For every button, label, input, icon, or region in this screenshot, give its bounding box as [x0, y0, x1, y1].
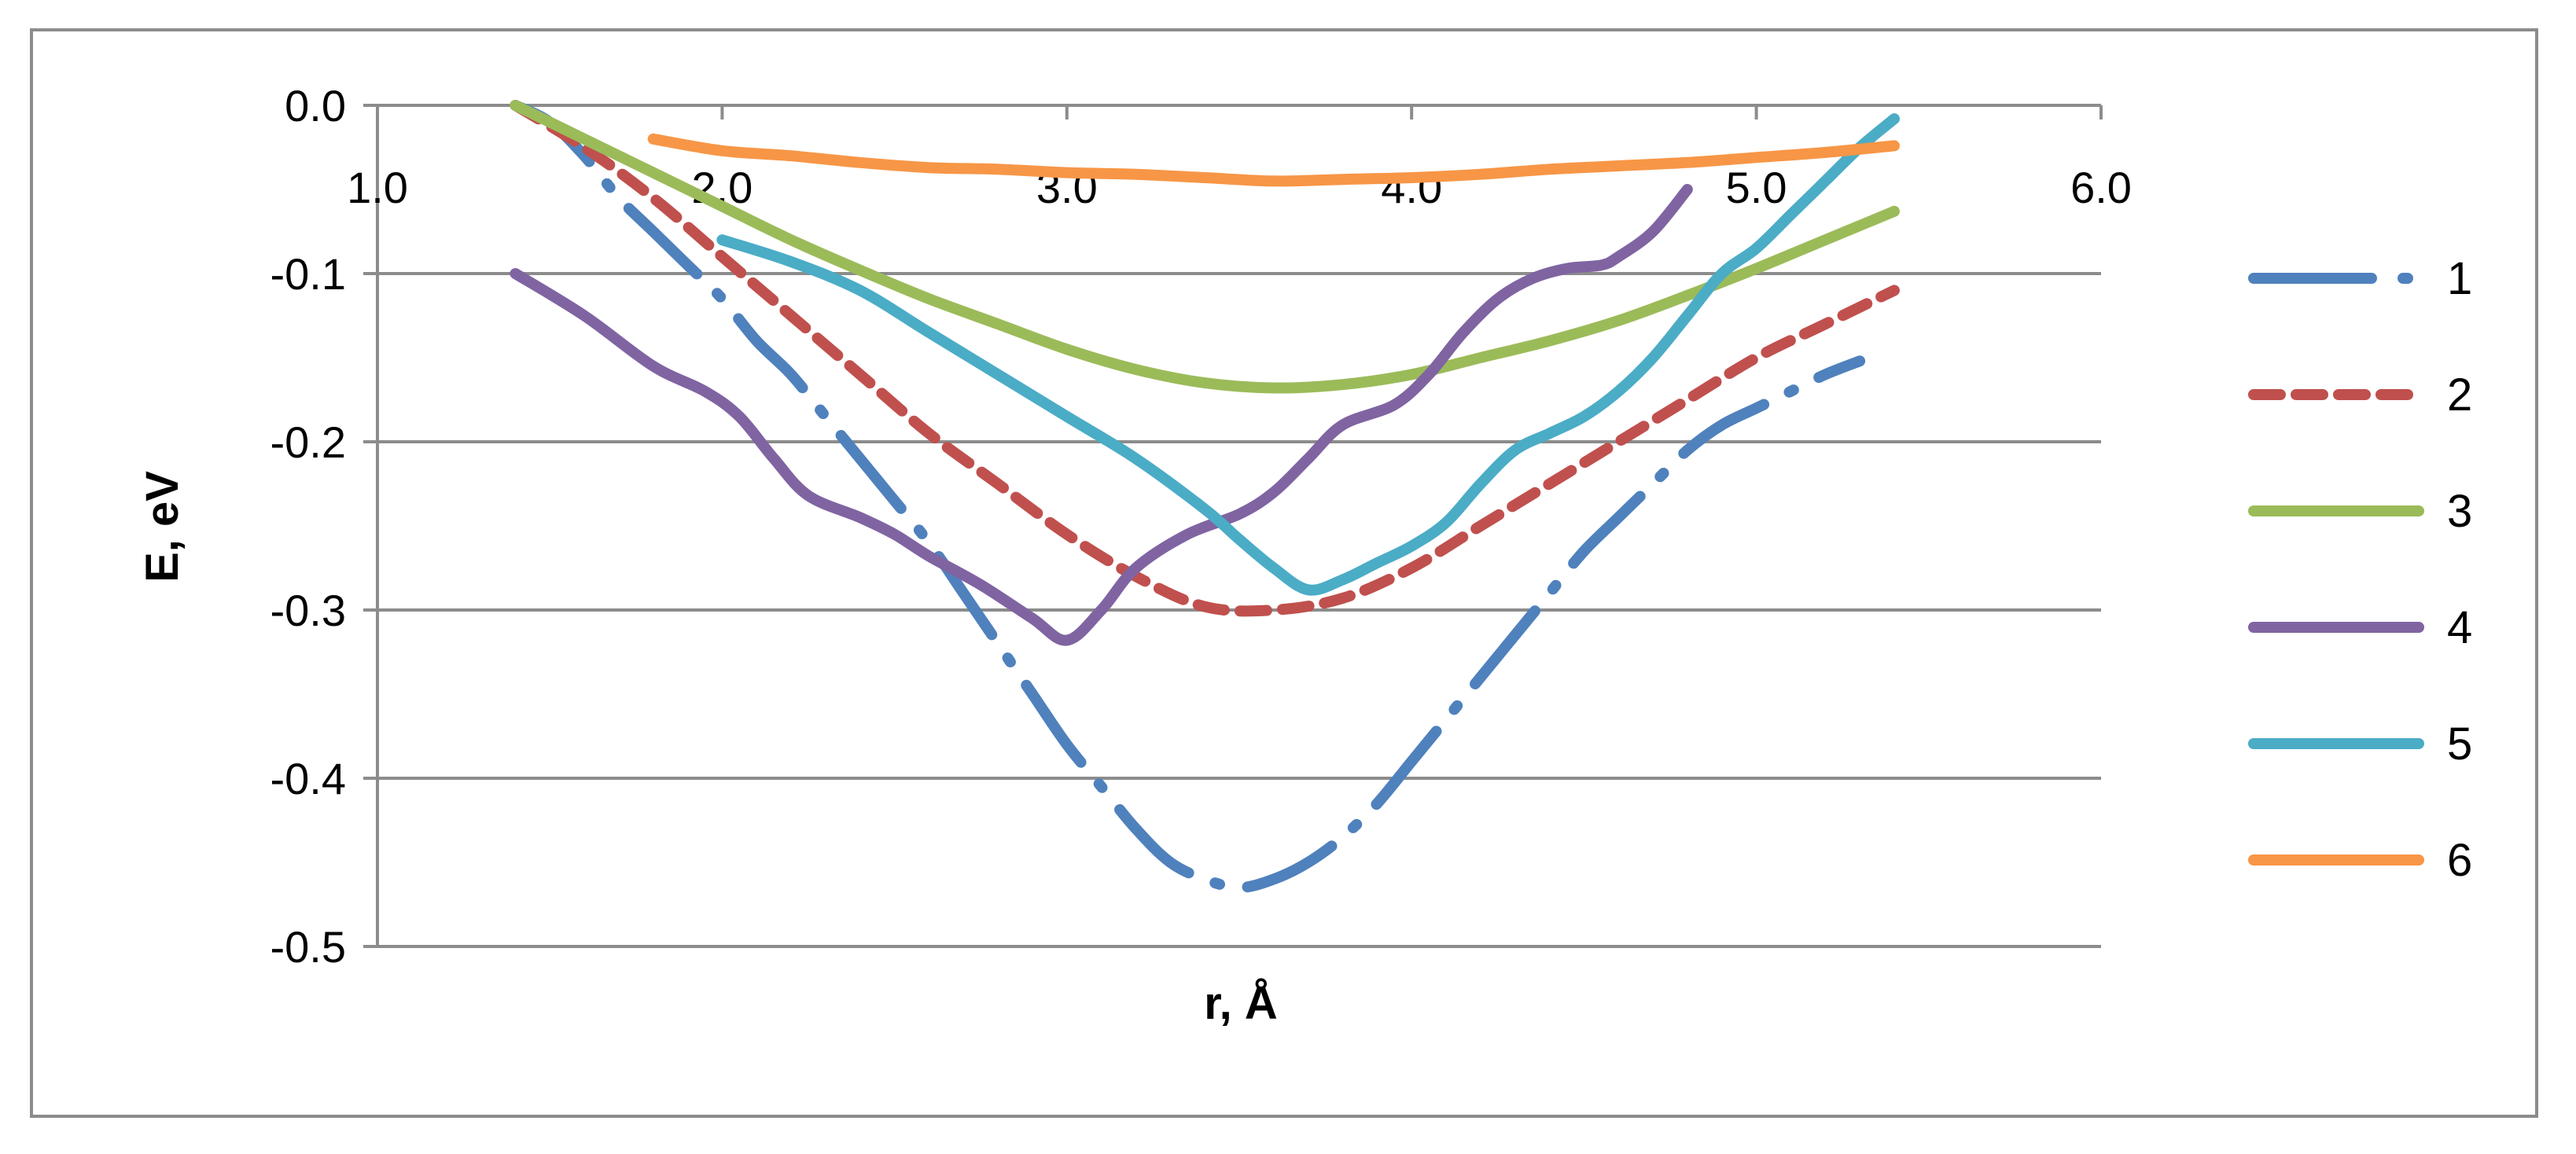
legend: 1 2 3 4 5 6 [2248, 253, 2472, 886]
series-line-3 [510, 100, 1900, 394]
legend-item-6: 6 [2248, 835, 2472, 886]
series-line-1 [510, 100, 1866, 894]
ytick-label-1: -0.1 [270, 249, 347, 299]
gridlines [363, 104, 2103, 948]
legend-item-4: 4 [2248, 602, 2472, 653]
ytick-label-4: -0.4 [270, 754, 347, 803]
series-line-6 [647, 133, 1900, 187]
legend-item-3: 3 [2248, 486, 2472, 537]
series-lines [510, 100, 1900, 894]
y-tick-labels: 0.0 -0.1 -0.2 -0.3 -0.4 -0.5 [270, 81, 347, 972]
xtick-label-0: 1.0 [347, 163, 408, 212]
xtick-label-5: 6.0 [2070, 163, 2132, 212]
legend-item-2: 2 [2248, 369, 2472, 421]
legend-label-5: 5 [2447, 718, 2472, 770]
legend-label-1: 1 [2447, 253, 2472, 304]
series-line-2 [510, 100, 1900, 617]
xtick-label-3: 4.0 [1381, 163, 1442, 212]
ytick-label-2: -0.2 [270, 417, 347, 467]
legend-item-5: 5 [2248, 718, 2472, 770]
series-line-5 [716, 113, 1900, 596]
legend-label-6: 6 [2447, 835, 2472, 886]
ytick-label-0: 0.0 [285, 81, 346, 130]
legend-item-1: 1 [2248, 253, 2472, 304]
series-line-4 [510, 184, 1693, 646]
legend-label-4: 4 [2447, 602, 2472, 653]
ytick-label-5: -0.5 [270, 922, 347, 972]
x-axis-title: r, Å [1204, 978, 1278, 1029]
y-axis-title: E, eV [137, 471, 188, 583]
legend-label-3: 3 [2447, 486, 2472, 537]
ytick-label-3: -0.3 [270, 586, 347, 635]
legend-label-2: 2 [2447, 369, 2472, 421]
xtick-label-4: 5.0 [1726, 163, 1787, 212]
